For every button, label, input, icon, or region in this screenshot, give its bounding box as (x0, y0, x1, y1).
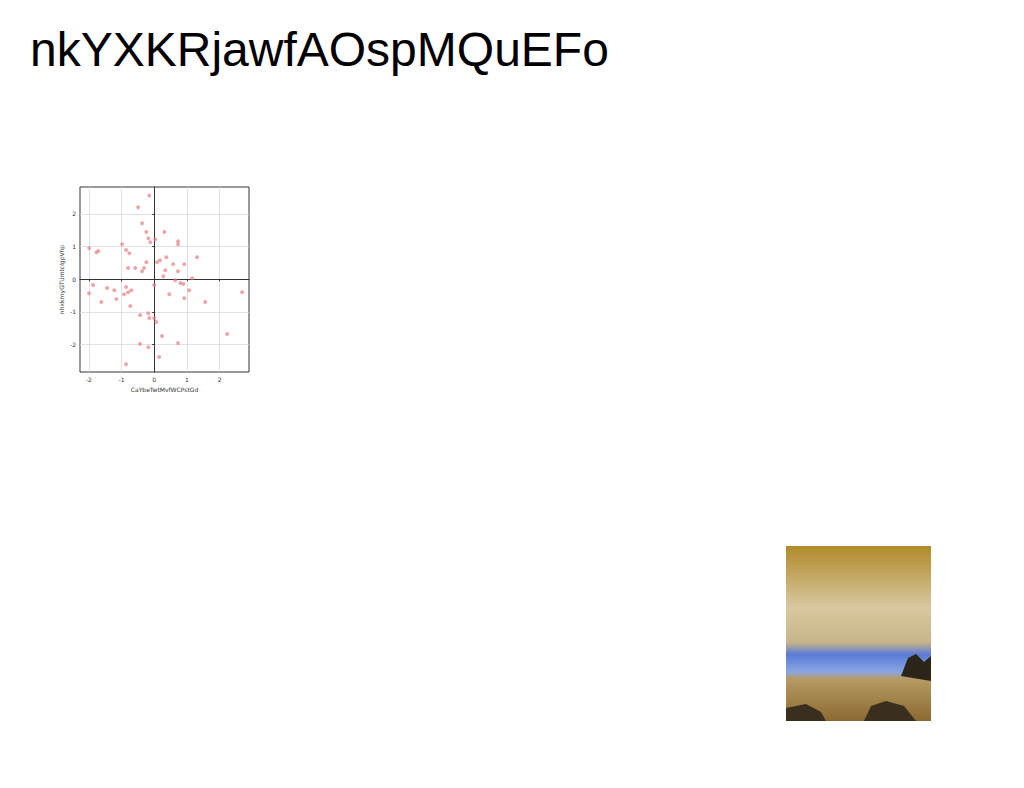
svg-text:0: 0 (152, 376, 156, 383)
html-text:nkYXKRjawfAOspMQuEFo: nkYXKRjawfAOspMQuEFo (30, 23, 609, 76)
svg-text:-2: -2 (86, 376, 92, 383)
svg-text:0: 0 (72, 276, 76, 283)
svg-text:-1: -1 (119, 376, 125, 383)
svg-text:nhxkrnyGTUmtclgpVhp: nhxkrnyGTUmtclgpVhp (58, 245, 66, 315)
svg-text:2: 2 (72, 210, 76, 217)
svg-text:CaYbeTwtMvfWCPstGd: CaYbeTwtMvfWCPstGd (131, 386, 199, 393)
svg-text:-2: -2 (70, 341, 76, 348)
svg-text:2: 2 (218, 376, 222, 383)
svg-text:-1: -1 (70, 308, 76, 315)
svg-text:1: 1 (72, 243, 76, 250)
svg-text:1: 1 (185, 376, 189, 383)
